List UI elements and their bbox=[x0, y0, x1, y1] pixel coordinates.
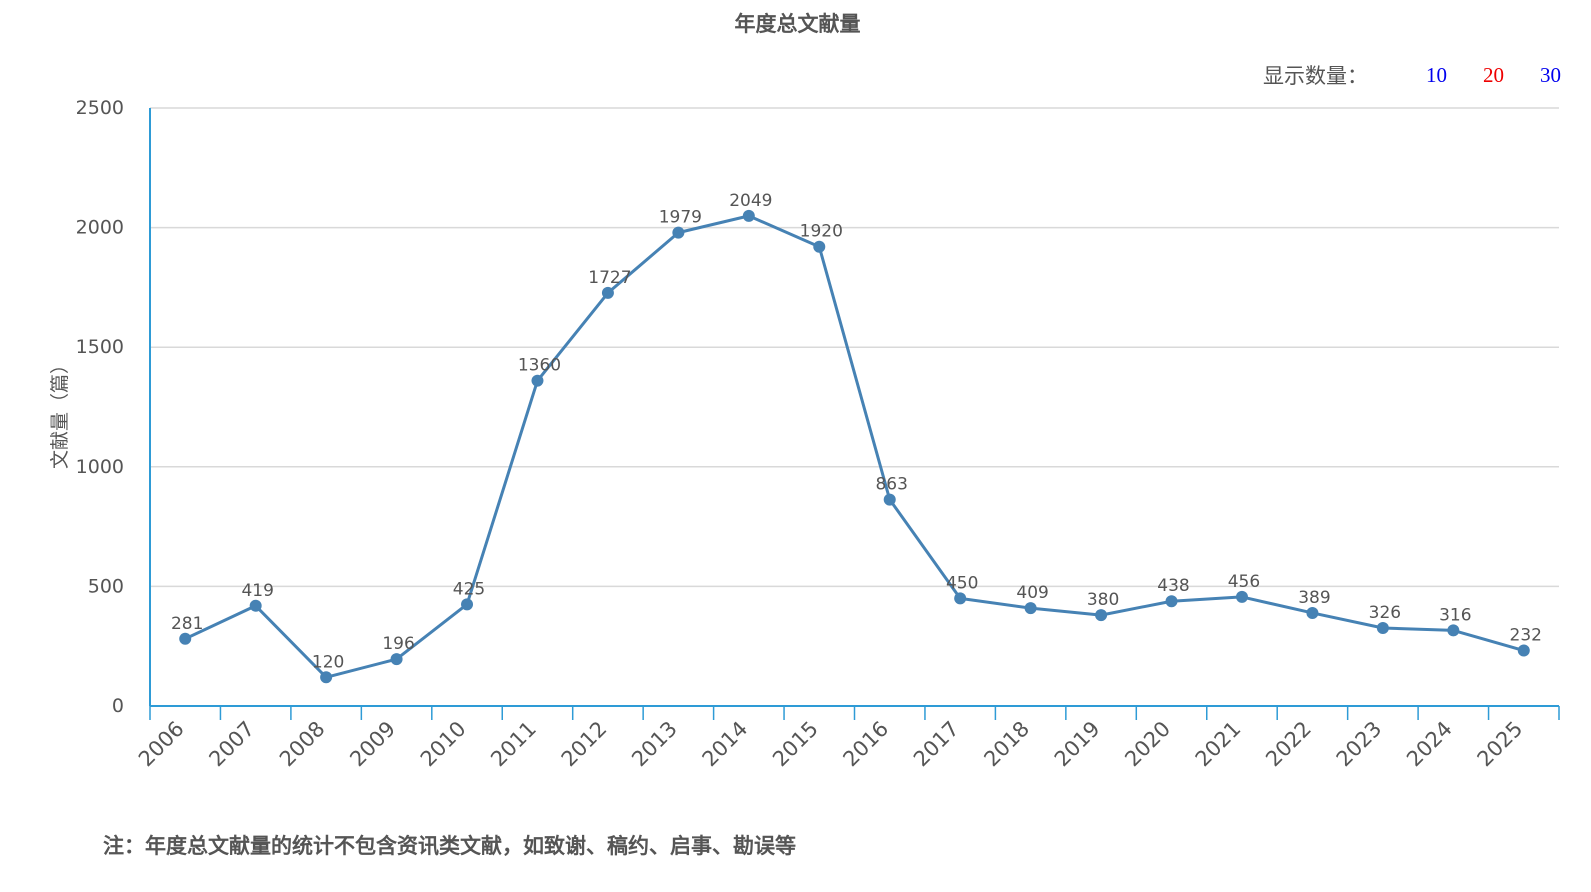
data-label: 863 bbox=[875, 475, 907, 495]
data-label: 409 bbox=[1016, 583, 1048, 603]
data-label: 1920 bbox=[800, 222, 843, 242]
data-label: 120 bbox=[312, 652, 344, 672]
data-label: 281 bbox=[171, 614, 203, 634]
data-label: 456 bbox=[1228, 572, 1260, 592]
data-point bbox=[601, 286, 614, 299]
grid-lines bbox=[150, 107, 1559, 588]
data-point bbox=[179, 632, 192, 645]
data-label: 438 bbox=[1157, 576, 1189, 596]
x-tick-label: 2019 bbox=[1050, 717, 1105, 772]
x-tick-label: 2020 bbox=[1120, 717, 1175, 772]
x-tick-label: 2017 bbox=[909, 717, 964, 772]
x-tick-label: 2013 bbox=[627, 717, 682, 772]
y-tick-label: 500 bbox=[88, 575, 124, 597]
x-tick-label: 2024 bbox=[1402, 717, 1457, 772]
data-point bbox=[1095, 609, 1108, 622]
series-layer: 281 419 120 196 425 1360 1727 1979 2049 1920 863 45… bbox=[171, 191, 1542, 684]
data-point bbox=[954, 592, 967, 605]
y-tick-label: 2000 bbox=[76, 217, 124, 239]
data-label: 450 bbox=[946, 573, 978, 593]
data-point bbox=[813, 240, 826, 253]
data-label: 380 bbox=[1087, 590, 1119, 610]
x-tick-label: 2016 bbox=[838, 717, 893, 772]
data-label: 425 bbox=[453, 579, 485, 599]
series-line bbox=[184, 214, 1525, 679]
data-point bbox=[742, 209, 755, 222]
x-tick-label: 2008 bbox=[275, 717, 330, 772]
display-count-label: 显示数量： bbox=[1263, 64, 1368, 88]
x-tick-label: 2010 bbox=[416, 717, 471, 772]
x-tick-label: 2009 bbox=[345, 717, 400, 772]
chart-title: 年度总文献量 bbox=[734, 12, 861, 36]
data-point bbox=[1306, 606, 1319, 619]
data-label: 196 bbox=[382, 634, 414, 654]
data-point bbox=[1165, 595, 1178, 608]
y-tick-label: 2500 bbox=[76, 97, 124, 119]
x-tick-label: 2014 bbox=[698, 717, 753, 772]
data-label: 326 bbox=[1369, 603, 1401, 623]
data-label: 1979 bbox=[659, 208, 702, 228]
data-point bbox=[461, 598, 474, 611]
data-label: 389 bbox=[1298, 588, 1330, 608]
y-tick-label: 1000 bbox=[76, 456, 124, 478]
x-tick-label: 2025 bbox=[1473, 717, 1528, 772]
x-tick-label: 2006 bbox=[134, 717, 189, 772]
x-tick-label: 2018 bbox=[979, 717, 1034, 772]
footnote: 注：年度总文献量的统计不包含资讯类文献，如致谢、稿约、启事、勘误等 bbox=[103, 834, 796, 858]
x-tick-label: 2021 bbox=[1191, 717, 1246, 772]
display-count-selector: 显示数量： 10 20 30 bbox=[1263, 60, 1561, 90]
data-point bbox=[390, 653, 403, 666]
y-axis-title: 文献量（篇） bbox=[49, 355, 71, 469]
data-label: 2049 bbox=[729, 191, 772, 211]
data-point bbox=[672, 226, 685, 239]
display-count-20-link[interactable]: 20 bbox=[1483, 62, 1504, 87]
data-point bbox=[531, 374, 544, 387]
data-point bbox=[1024, 602, 1037, 615]
data-point bbox=[1235, 590, 1248, 603]
data-label: 1360 bbox=[518, 356, 561, 376]
y-tick-label: 1500 bbox=[76, 336, 124, 358]
data-label: 232 bbox=[1510, 626, 1542, 646]
display-count-10-link[interactable]: 10 bbox=[1426, 62, 1447, 87]
data-label: 1727 bbox=[588, 268, 631, 288]
data-point bbox=[1376, 622, 1389, 635]
data-point bbox=[1447, 624, 1460, 637]
x-tick-label: 2007 bbox=[204, 717, 259, 772]
data-point bbox=[320, 671, 333, 684]
display-count-30-link[interactable]: 30 bbox=[1540, 62, 1561, 87]
x-tick-label: 2023 bbox=[1332, 717, 1387, 772]
data-point bbox=[1517, 644, 1530, 657]
data-label: 316 bbox=[1439, 605, 1471, 625]
x-tick-label: 2015 bbox=[768, 717, 823, 772]
x-tick-label: 2011 bbox=[486, 717, 541, 772]
line-chart: 0 500 1000 1500 2000 2500 2006 2007 2008 2009 2010… bbox=[49, 97, 1560, 772]
data-point bbox=[883, 493, 896, 506]
data-label: 419 bbox=[241, 581, 273, 601]
x-tick-label: 2012 bbox=[557, 717, 612, 772]
y-tick-label: 0 bbox=[112, 695, 124, 717]
x-tick-label: 2022 bbox=[1261, 717, 1316, 772]
axes: 0 500 1000 1500 2000 2500 2006 2007 2008 2009 2010… bbox=[76, 97, 1560, 772]
data-point bbox=[249, 599, 262, 612]
